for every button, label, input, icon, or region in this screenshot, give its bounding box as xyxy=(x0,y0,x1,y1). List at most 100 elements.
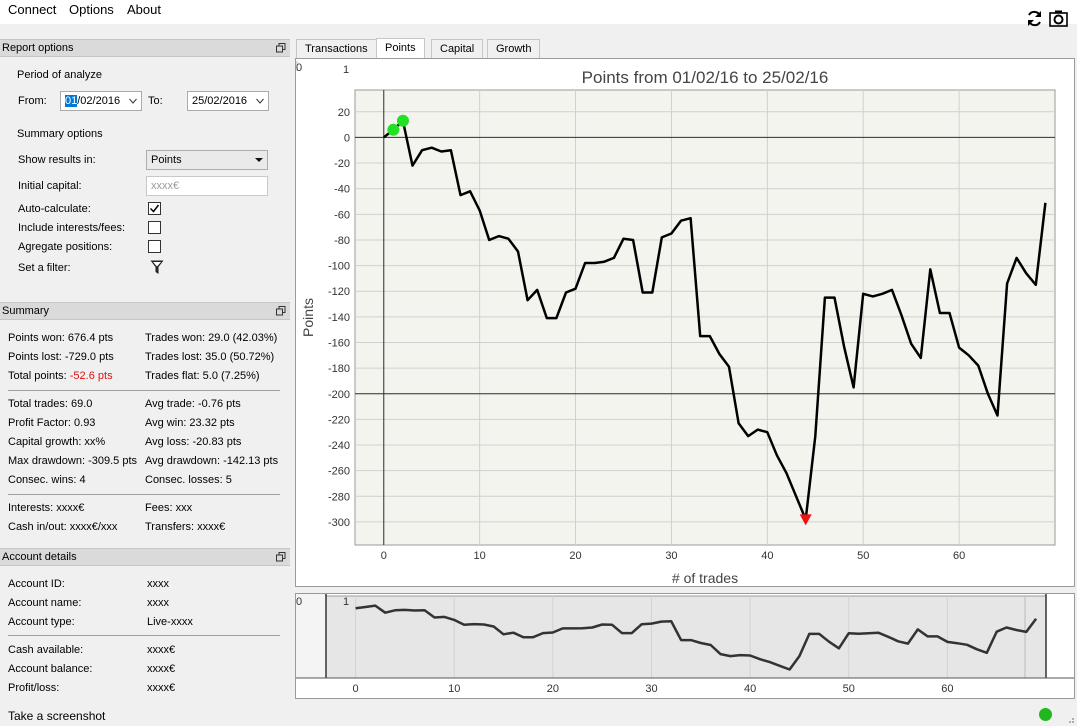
refresh-icon[interactable] xyxy=(1025,9,1044,28)
x-tick-label: 20 xyxy=(547,683,559,695)
corner-label: 1 xyxy=(343,64,349,76)
profit-loss-label: Profit/loss: xyxy=(8,682,60,694)
y-tick-label: -260 xyxy=(328,466,350,478)
win-marker[interactable] xyxy=(387,123,400,136)
y-tick-label: -200 xyxy=(328,389,350,401)
auto-calc-label: Auto-calculate: xyxy=(18,203,91,215)
resize-grip-icon[interactable] xyxy=(1065,714,1075,724)
chevron-down-icon[interactable] xyxy=(256,98,264,104)
aggregate-checkbox[interactable] xyxy=(148,240,161,253)
y-tick-label: -300 xyxy=(328,517,350,529)
cash-inout: Cash in/out: xxxx€/xxx xyxy=(8,521,118,533)
navigator-plot-area xyxy=(325,595,1047,679)
tab-transactions[interactable]: Transactions xyxy=(296,39,377,58)
x-tick-label: 50 xyxy=(857,550,869,562)
drawdown-marker[interactable] xyxy=(799,514,812,526)
cash-available-label: Cash available: xyxy=(8,644,84,656)
profit-loss-value: xxxx€ xyxy=(147,682,176,694)
from-date-selected: 01 xyxy=(65,95,78,107)
corner-label: 0 xyxy=(296,596,302,608)
cash-available-value: xxxx€ xyxy=(147,644,176,656)
check-icon xyxy=(149,204,160,213)
to-date-field[interactable]: 25/02/2016 xyxy=(187,91,269,111)
total-trades: Total trades: 69.0 xyxy=(8,398,93,410)
points-lost: Points lost: -729.0 pts xyxy=(8,351,114,363)
points-series-line[interactable] xyxy=(383,119,1047,521)
y-tick-label: -20 xyxy=(334,158,350,170)
include-fees-label: Include interests/fees: xyxy=(18,222,126,234)
profit-factor: Profit Factor: 0.93 xyxy=(8,417,96,429)
initial-capital-label: Initial capital: xyxy=(18,180,82,192)
navigator-chart[interactable]: 0 10 10 20 30 40 50 60 xyxy=(296,594,1074,698)
account-id-value: xxxx xyxy=(147,578,169,590)
period-label: Period of analyze xyxy=(17,69,102,81)
float-panel-icon[interactable] xyxy=(276,306,286,316)
points-chart-frame: 0 1 0 10 20 30 40 50 60 20 0 -20 -40 -60 -80 -100 -120 -1… xyxy=(295,58,1075,587)
account-type-label: Account type: xyxy=(8,616,75,628)
float-panel-icon[interactable] xyxy=(276,43,286,53)
float-panel-icon[interactable] xyxy=(276,552,286,562)
win-marker[interactable] xyxy=(396,114,409,127)
avg-win: Avg win: 23.32 pts xyxy=(145,417,235,429)
x-tick-label: 50 xyxy=(843,683,855,695)
capital-growth: Capital growth: xx% xyxy=(8,436,106,448)
tab-points[interactable]: Points xyxy=(376,38,425,59)
points-chart[interactable]: 0 10 10 20 30 40 50 60200-20-40-60-80-100-120-1… xyxy=(296,59,1074,586)
account-balance-label: Account balance: xyxy=(8,663,93,675)
include-fees-checkbox[interactable] xyxy=(148,221,161,234)
navigator-series-line xyxy=(355,604,1038,671)
avg-loss: Avg loss: -20.83 pts xyxy=(145,436,242,448)
y-tick-label: -100 xyxy=(328,261,350,273)
consec-wins: Consec. wins: 4 xyxy=(8,474,86,486)
x-tick-label: 10 xyxy=(474,550,486,562)
menu-connect[interactable]: Connect xyxy=(8,2,57,17)
from-date-field[interactable]: 01/02/2016 xyxy=(60,91,142,111)
y-tick-label: -240 xyxy=(328,440,350,452)
x-tick-label: 60 xyxy=(941,683,953,695)
y-tick-label: -140 xyxy=(328,312,350,324)
account-name-value: xxxx xyxy=(147,597,169,609)
to-date-value: 25/02/2016 xyxy=(192,95,248,107)
camera-icon[interactable] xyxy=(1049,9,1068,28)
total-points-label: Total points: xyxy=(8,370,70,382)
y-axis-label: Points xyxy=(300,298,316,337)
x-tick-label: 30 xyxy=(665,550,677,562)
x-tick-label: 0 xyxy=(353,683,359,695)
show-results-label: Show results in: xyxy=(18,154,96,166)
report-options-header: Report options xyxy=(0,39,290,57)
corner-label: 1 xyxy=(343,596,349,608)
account-balance-value: xxxx€ xyxy=(147,663,176,675)
x-tick-label: 40 xyxy=(744,683,756,695)
y-tick-label: -220 xyxy=(328,414,350,426)
filter-label: Set a filter: xyxy=(18,262,71,274)
status-text: Take a screenshot xyxy=(8,709,106,723)
avg-trade: Avg trade: -0.76 pts xyxy=(145,398,241,410)
chevron-down-icon[interactable] xyxy=(129,98,137,104)
y-tick-label: -180 xyxy=(328,363,350,375)
y-tick-label: -280 xyxy=(328,491,350,503)
show-results-select[interactable]: Points xyxy=(146,150,268,170)
x-tick-label: 20 xyxy=(569,550,581,562)
tab-growth[interactable]: Growth xyxy=(487,39,541,58)
max-drawdown: Max drawdown: -309.5 pts xyxy=(8,455,138,467)
auto-calc-checkbox[interactable] xyxy=(148,202,161,215)
tab-capital[interactable]: Capital xyxy=(431,39,484,58)
trades-flat: Trades flat: 5.0 (7.25%) xyxy=(145,370,260,382)
initial-capital-field[interactable]: xxxx€ xyxy=(146,176,268,196)
y-tick-label: -160 xyxy=(328,337,350,349)
transfers: Transfers: xxxx€ xyxy=(145,521,226,533)
fees: Fees: xxx xyxy=(145,502,193,514)
report-options-title: Report options xyxy=(2,42,74,54)
x-tick-label: 60 xyxy=(953,550,965,562)
x-tick-label: 30 xyxy=(645,683,657,695)
account-type-value: Live-xxxx xyxy=(147,616,193,628)
filter-icon[interactable] xyxy=(150,260,164,275)
avg-drawdown: Avg drawdown: -142.13 pts xyxy=(145,455,279,467)
menu-options[interactable]: Options xyxy=(69,2,114,17)
navigator-frame: 0 1 0 10 20 30 40 50 60 xyxy=(295,593,1075,699)
menu-about[interactable]: About xyxy=(127,2,161,17)
consec-losses: Consec. losses: 5 xyxy=(145,474,232,486)
divider xyxy=(8,390,280,391)
total-points-value: -52.6 pts xyxy=(69,370,113,382)
summary-header: Summary xyxy=(0,302,290,320)
